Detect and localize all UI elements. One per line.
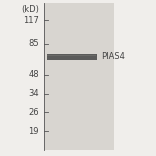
Text: 19: 19 [29,127,39,136]
Text: PIAS4: PIAS4 [101,52,125,61]
Text: 34: 34 [28,89,39,98]
Text: 48: 48 [28,70,39,79]
Text: 117: 117 [23,16,39,25]
Bar [47,54,97,60]
Text: 85: 85 [28,39,39,48]
Text: (kD): (kD) [21,5,39,14]
Bar [47,55,96,56]
Text: 26: 26 [28,108,39,117]
Bar [44,3,114,150]
